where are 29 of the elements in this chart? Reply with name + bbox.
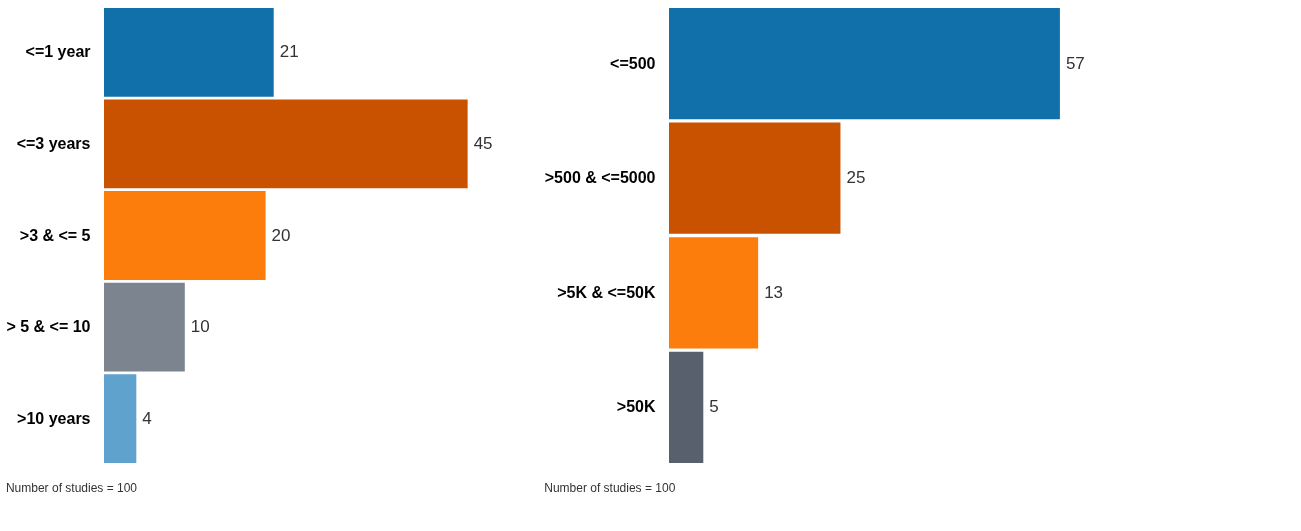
y-tick-label: >50K	[616, 398, 656, 416]
data-label: 20	[271, 225, 291, 245]
y-tick-label: >3 & <= 5	[19, 226, 91, 244]
data-label: 13	[764, 282, 784, 302]
data-label: 57	[1065, 53, 1085, 73]
data-label: 25	[846, 168, 866, 188]
y-tick-label: <=3 years	[16, 134, 91, 152]
bar	[669, 8, 1060, 120]
bar	[104, 99, 468, 189]
bar	[669, 351, 704, 463]
y-tick-label: >5K & <=50K	[557, 283, 656, 301]
y-tick-label: >10 years	[17, 409, 91, 427]
data-label: 10	[190, 317, 210, 337]
data-label: 5	[709, 397, 719, 417]
bar	[104, 191, 266, 280]
bar	[669, 237, 759, 349]
bar	[104, 8, 274, 97]
y-tick-label: >500 & <=5000	[544, 169, 656, 187]
bar	[104, 374, 137, 463]
text: Number of studies = 100	[544, 481, 676, 495]
y-tick-label: <=1 year	[25, 43, 91, 61]
data-label: 4	[142, 408, 152, 428]
bar	[104, 282, 185, 372]
text: Number of studies = 100	[5, 481, 138, 495]
y-tick-label: > 5 & <= 10	[6, 318, 91, 336]
y-tick-label: <=500	[610, 54, 656, 72]
data-label: 45	[473, 133, 493, 153]
bar	[669, 122, 841, 234]
data-label: 21	[279, 42, 299, 62]
